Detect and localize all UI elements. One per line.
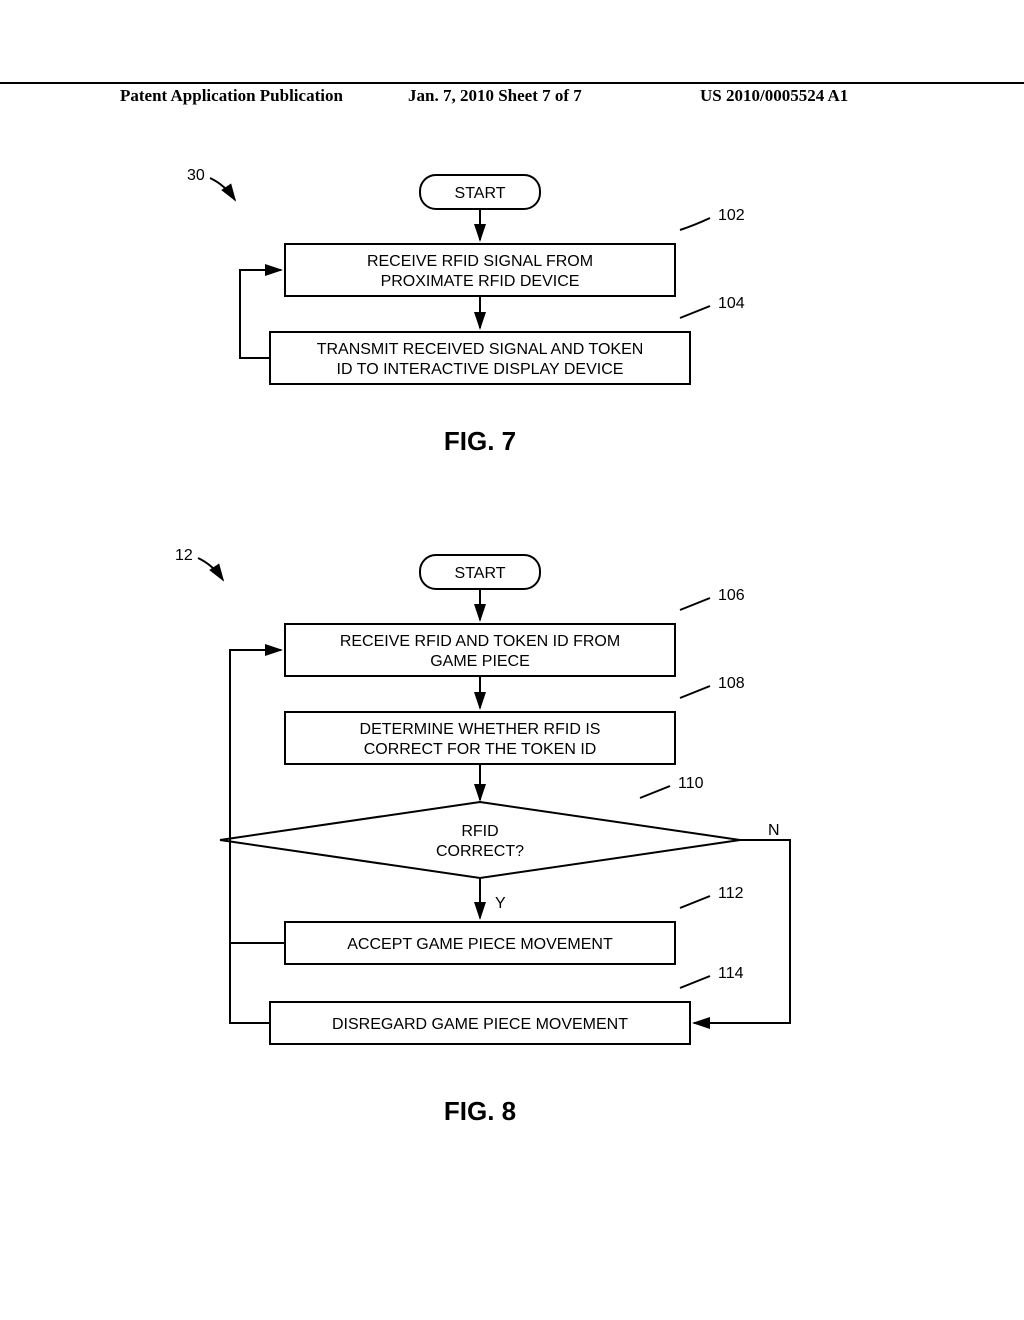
fig8-decision <box>220 802 740 878</box>
fig7-ref-leader <box>210 178 235 200</box>
fig7-box102-l2: PROXIMATE RFID DEVICE <box>381 273 580 290</box>
fig8-loop-112 <box>230 650 285 943</box>
fig8-box108-l1: DETERMINE WHETHER RFID IS <box>360 721 601 738</box>
fig7-box104-l2: ID TO INTERACTIVE DISPLAY DEVICE <box>337 361 624 378</box>
fig8-yes-label: Y <box>495 895 506 912</box>
fig8-box112-text: ACCEPT GAME PIECE MOVEMENT <box>347 936 613 953</box>
fig8-108-ref: 108 <box>718 675 745 692</box>
fig8-106-ref: 106 <box>718 587 745 604</box>
fig8-114-leader <box>680 976 710 988</box>
fig7-box102-l1: RECEIVE RFID SIGNAL FROM <box>367 253 593 270</box>
fig8-label: FIG. 8 <box>444 1096 516 1126</box>
fig8-110-leader <box>640 786 670 798</box>
fig8-decision-l1: RFID <box>461 823 498 840</box>
fig7-ref: 30 <box>187 167 205 184</box>
fig8-106-leader <box>680 598 710 610</box>
fig7-label: FIG. 7 <box>444 426 516 456</box>
fig7-start-text: START <box>455 185 506 202</box>
fig7-104-leader <box>680 306 710 318</box>
fig8-box108-l2: CORRECT FOR THE TOKEN ID <box>364 741 597 758</box>
fig8-112-ref: 112 <box>718 885 744 902</box>
fig8-start-text: START <box>455 565 506 582</box>
fig8-ref-leader <box>198 558 223 580</box>
fig8-114-ref: 114 <box>718 965 744 982</box>
fig8-ref: 12 <box>175 547 193 564</box>
fig8-112-leader <box>680 896 710 908</box>
fig7-102-ref: 102 <box>718 207 745 224</box>
fig7-102-leader <box>680 218 710 230</box>
fig7-box104-l1: TRANSMIT RECEIVED SIGNAL AND TOKEN <box>317 341 644 358</box>
fig8-loop-114 <box>230 943 270 1023</box>
fig8-110-ref: 110 <box>678 775 704 792</box>
fig8-108-leader <box>680 686 710 698</box>
fig8-decision-l2: CORRECT? <box>436 843 524 860</box>
page: Patent Application Publication Jan. 7, 2… <box>0 0 1024 1320</box>
fig8-no-path <box>694 840 790 1023</box>
diagram-svg: 30 START 102 RECEIVE RFID SIGNAL FROM PR… <box>0 0 1024 1320</box>
fig7-104-ref: 104 <box>718 295 745 312</box>
fig8-box106-l2: GAME PIECE <box>430 653 530 670</box>
fig8-no-label: N <box>768 822 780 839</box>
fig8-box114-text: DISREGARD GAME PIECE MOVEMENT <box>332 1016 628 1033</box>
fig8-box106-l1: RECEIVE RFID AND TOKEN ID FROM <box>340 633 620 650</box>
